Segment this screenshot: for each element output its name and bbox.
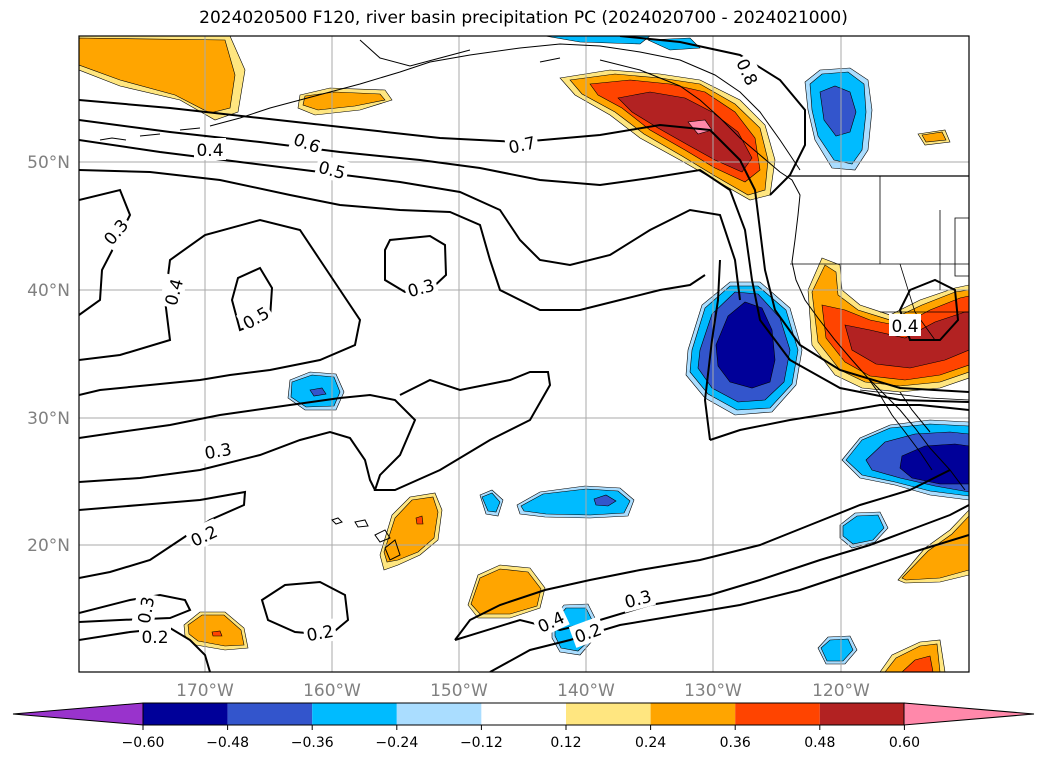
map-frame bbox=[78, 35, 970, 673]
colorbar-box bbox=[227, 703, 313, 725]
colorbar-label: 0.36 bbox=[720, 735, 751, 751]
colorbar: −0.60 −0.48 −0.36 −0.24 −0.12 0.12 0.24 0.36 0.4… bbox=[12, 702, 1035, 751]
anomaly-fill bbox=[211, 630, 223, 637]
lon-label: 120°W bbox=[812, 681, 870, 701]
anomaly-fill bbox=[470, 568, 542, 615]
longitude-labels: 170°W 160°W 150°W 140°W 130°W 120°W bbox=[176, 681, 870, 701]
anomaly-fill bbox=[715, 301, 776, 389]
lat-label: 40°N bbox=[27, 281, 70, 301]
lat-label: 20°N bbox=[27, 536, 70, 556]
anomaly-fill bbox=[544, 36, 651, 45]
colorbar-box bbox=[566, 703, 651, 725]
colorbar-label: −0.12 bbox=[460, 735, 503, 751]
colorbar-extend-low bbox=[12, 702, 144, 726]
anomaly-fill bbox=[187, 614, 245, 647]
anomaly-fill bbox=[819, 85, 857, 137]
contour-label: 0.2 bbox=[305, 622, 335, 646]
anomaly-fill bbox=[302, 91, 386, 111]
anomaly-fill bbox=[309, 387, 327, 397]
colorbar-label: 0.60 bbox=[889, 735, 920, 751]
colorbar-label: 0.24 bbox=[635, 735, 666, 751]
contour-label: 0.4 bbox=[196, 141, 223, 161]
lon-label: 130°W bbox=[684, 681, 742, 701]
colorbar-box bbox=[819, 703, 905, 725]
map-title: 2024020500 F120, river basin precipitati… bbox=[199, 8, 848, 28]
lon-label: 140°W bbox=[557, 681, 615, 701]
lon-label: 150°W bbox=[430, 681, 488, 701]
anomaly-fill bbox=[842, 514, 885, 545]
anomaly-fill bbox=[901, 515, 969, 581]
colorbar-label: −0.24 bbox=[375, 735, 418, 751]
anomaly-fill bbox=[481, 492, 501, 513]
colorbar-box bbox=[650, 703, 736, 725]
colorbar-label: −0.48 bbox=[206, 735, 249, 751]
lon-label: 160°W bbox=[303, 681, 361, 701]
anomaly-fill bbox=[921, 131, 947, 143]
colorbar-box bbox=[396, 703, 482, 725]
anomaly-fill bbox=[593, 494, 617, 507]
contour-label: 0.4 bbox=[891, 317, 918, 337]
lon-label: 170°W bbox=[176, 681, 234, 701]
contour-label-group: 0.4 0.6 0.5 0.7 0.8 0.3 0.4 0.5 0.3 0.4 … bbox=[96, 52, 921, 648]
anomaly-fill bbox=[844, 311, 969, 369]
contour-label: 0.3 bbox=[203, 440, 233, 464]
lat-label: 30°N bbox=[27, 409, 70, 429]
colorbar-box bbox=[312, 703, 397, 725]
colorbar-box bbox=[143, 703, 228, 725]
colorbar-label: 0.12 bbox=[550, 735, 581, 751]
coastlines bbox=[99, 39, 969, 561]
anomaly-fill bbox=[415, 515, 424, 525]
colorbar-label: −0.60 bbox=[122, 735, 165, 751]
colorbar-box bbox=[481, 703, 566, 725]
anomaly-fill bbox=[899, 443, 969, 485]
colorbar-label: −0.36 bbox=[291, 735, 334, 751]
colorbar-extend-high bbox=[903, 702, 1035, 726]
map-area: 0.4 0.6 0.5 0.7 0.8 0.3 0.4 0.5 0.3 0.4 … bbox=[79, 36, 969, 672]
lat-label: 50°N bbox=[27, 153, 70, 173]
colorbar-ticks: −0.60 −0.48 −0.36 −0.24 −0.12 0.12 0.24 0.36 0.4… bbox=[122, 725, 920, 751]
colorbar-box bbox=[735, 703, 820, 725]
contour-label: 0.3 bbox=[135, 595, 159, 625]
anomaly-fill bbox=[383, 496, 439, 563]
latitude-labels: 50°N 40°N 30°N 20°N bbox=[27, 153, 70, 556]
colorbar-label: 0.48 bbox=[804, 735, 835, 751]
anomaly-fill bbox=[820, 638, 854, 662]
anomaly-fill bbox=[520, 488, 631, 516]
filled-anomalies bbox=[79, 36, 969, 672]
colorbar-boxes bbox=[142, 702, 905, 726]
contour-label: 0.2 bbox=[141, 628, 168, 648]
anomaly-fill bbox=[901, 655, 934, 672]
